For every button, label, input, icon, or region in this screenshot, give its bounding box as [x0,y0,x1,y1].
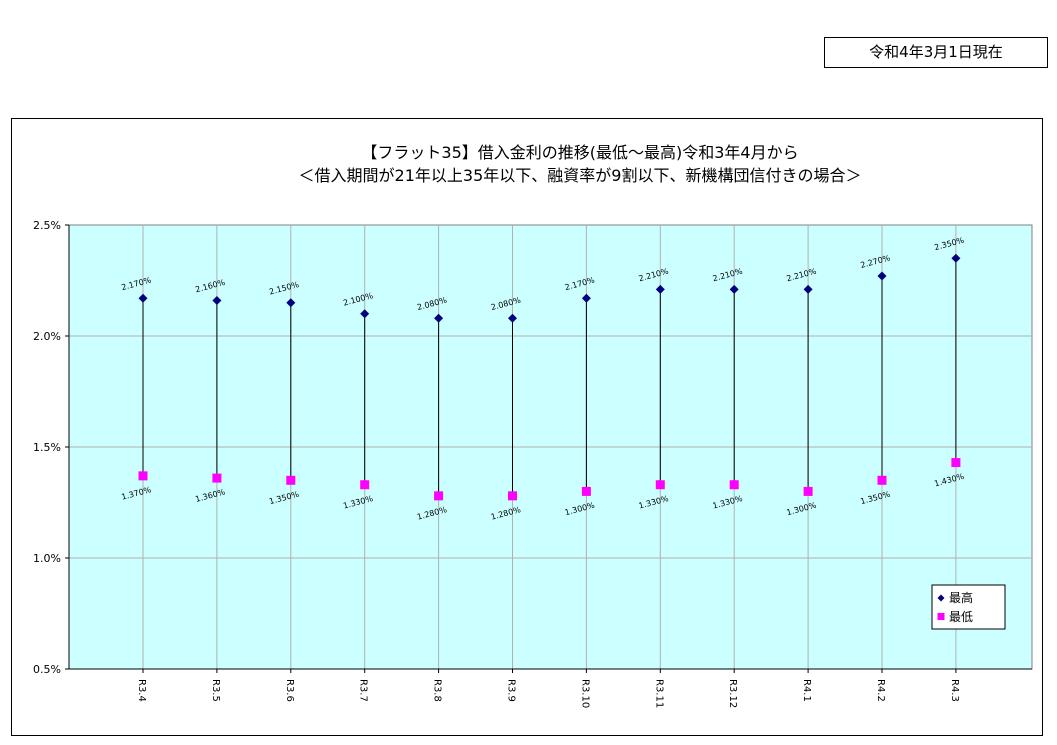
x-tick-label: R4.2 [875,679,886,702]
x-tick-label: R3.10 [579,679,590,708]
chart-subtitle: ＜借入期間が21年以上35年以下、融資率が9割以下、新機構団信付きの場合＞ [299,166,862,185]
as-of-date-text: 令和4年3月1日現在 [869,43,1003,61]
high-point [508,313,517,323]
legend-low-marker [937,613,945,620]
legend-high-marker [937,594,945,602]
high-point [877,271,887,281]
y-tick-label: 1.5% [33,441,61,454]
x-tick-label: R3.8 [432,679,443,702]
high-point [286,298,296,308]
x-tick-label: R3.4 [136,679,147,702]
low-point [581,486,591,496]
chart-frame: 【フラット35】借入金利の推移(最低～最高)令和3年4月から ＜借入期間が21年… [11,118,1043,736]
legend-high-label: 最高 [949,590,973,605]
x-tick-label: R3.5 [210,679,221,702]
low-point [508,491,517,501]
high-point [803,284,813,294]
x-tick-label: R4.3 [949,679,960,702]
low-point [655,480,665,490]
low-point [212,473,222,483]
low-point [803,486,813,496]
high-point [138,293,148,303]
low-point [877,475,887,485]
high-point [434,313,444,323]
high-point [360,309,370,319]
low-point [360,480,370,490]
low-point [951,458,961,468]
x-tick-label: R3.7 [358,679,369,702]
x-tick-label: R3.12 [727,679,738,708]
high-point [655,284,665,294]
low-point [729,480,739,490]
chart: 【フラット35】借入金利の推移(最低～最高)令和3年4月から ＜借入期間が21年… [33,143,1033,708]
x-tick-label: R4.1 [801,679,812,702]
plot-area: 0.5% 1.0% 1.5% 2.0% 2.5% R3.4 R3.5 R3.6 R3.7 R3.8… [33,219,1033,708]
y-tick-label: 0.5% [33,663,61,676]
x-tick-label: R3.11 [653,679,664,708]
legend-low-label: 最低 [949,610,973,624]
y-tick-label: 1.0% [33,552,61,565]
as-of-date-box: 令和4年3月1日現在 [824,37,1048,68]
low-point [434,491,444,501]
low-point [286,475,296,485]
chart-title: 【フラット35】借入金利の推移(最低～最高)令和3年4月から [361,143,798,162]
y-tick-label: 2.5% [33,219,61,232]
high-point [212,295,222,305]
legend-box [931,584,1006,630]
y-tick-label: 2.0% [33,330,61,343]
x-tick-label: R3.6 [284,679,295,702]
low-point [138,471,148,481]
high-point [729,284,739,294]
high-point [581,293,591,303]
x-tick-label: R3.9 [506,679,517,702]
